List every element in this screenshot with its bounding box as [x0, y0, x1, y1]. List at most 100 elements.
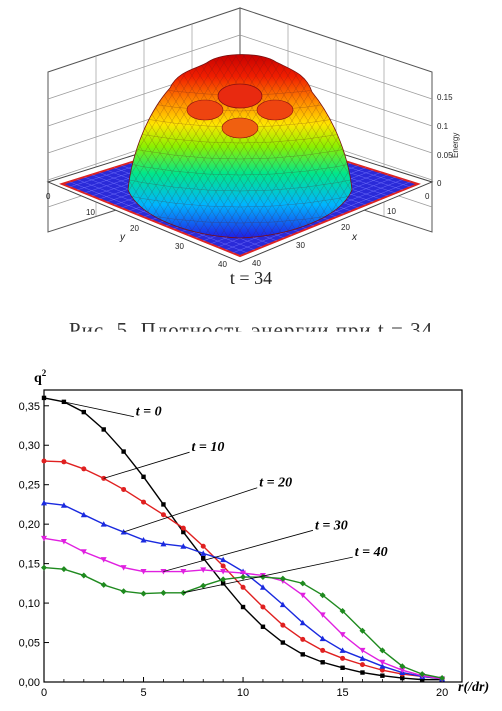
z-tick-015: 0.15	[437, 93, 453, 102]
series-point	[60, 539, 67, 545]
series-point	[141, 499, 147, 505]
series-point	[240, 574, 247, 581]
series-point	[280, 640, 286, 645]
series-point	[300, 636, 306, 642]
series-point	[340, 655, 346, 661]
series-point	[240, 570, 247, 577]
energy-surface-plot: 0 10 20 30 40 0 10 20 30 40 y x 0 0.05 0…	[0, 7, 460, 269]
mound-mesh-line	[0, 40, 12, 250]
series-point	[180, 589, 187, 596]
mound-mesh-line	[128, 54, 215, 238]
mound-lobe-right	[256, 99, 294, 121]
series-point	[200, 582, 207, 589]
x-tick-label: 0	[41, 687, 47, 699]
series-point	[220, 563, 226, 569]
series-point	[41, 564, 47, 571]
series-label: t = 20	[259, 476, 292, 491]
x-tick-40: 40	[252, 259, 261, 268]
series-point	[379, 659, 386, 666]
y-tick-label: 0,20	[19, 519, 40, 531]
series-point	[319, 635, 326, 642]
mound-mesh-line	[187, 54, 319, 238]
series-point	[181, 529, 186, 535]
mound-mesh-line	[128, 54, 213, 238]
x-tick-30: 30	[296, 241, 305, 250]
figure-caption-partial: Рис. 5. Плотность энергии при t = 34	[68, 318, 434, 342]
mound-mesh-line	[267, 54, 352, 238]
series-label: t = 10	[192, 440, 225, 455]
mound-mesh-line	[185, 54, 317, 238]
series-point	[359, 647, 366, 654]
series-point	[280, 622, 286, 628]
series-line	[43, 397, 443, 681]
mound-mesh-line	[128, 54, 207, 238]
mound-mesh-line	[209, 54, 341, 238]
series-point	[320, 647, 326, 653]
mound-mesh-line	[128, 54, 221, 238]
q2-line-chart: 0 5 10 15 20 0,00 0,05 0,10 0,15 0,20 0,25 0,30 0,35…	[19, 368, 490, 699]
series-point	[140, 536, 147, 543]
x-tick-label: 15	[336, 687, 348, 699]
mound-mesh-line	[128, 54, 189, 238]
mound-mesh-line	[0, 40, 44, 250]
mound-mesh-line	[128, 54, 237, 238]
x-tick-10: 10	[387, 207, 396, 216]
mound-mesh-line	[0, 40, 20, 250]
mound-mesh-line	[128, 54, 223, 238]
mound-mesh-line	[128, 54, 205, 238]
series-point	[439, 675, 446, 682]
mound-lobe-front	[221, 117, 259, 139]
series-point	[299, 619, 306, 626]
mound-mesh-line	[163, 54, 295, 238]
mound-mesh-line	[259, 54, 352, 238]
y-tick-label: 0,30	[19, 440, 40, 452]
series-point	[41, 535, 47, 542]
series-point	[220, 569, 227, 575]
y-tick-40: 40	[218, 260, 227, 269]
series-point	[360, 670, 365, 675]
series-point	[300, 652, 305, 657]
series-point	[339, 647, 346, 653]
series-point	[400, 675, 405, 681]
series-label-leader	[123, 487, 258, 533]
series-point	[160, 512, 166, 518]
series-point	[220, 581, 226, 586]
series-point	[100, 521, 107, 527]
chart-x-title: r(/dr)	[458, 680, 489, 695]
y-tick-label: 0,25	[19, 480, 40, 492]
x-tick-0: 0	[425, 192, 430, 201]
series-point	[359, 655, 366, 661]
series-point	[260, 604, 266, 610]
series-point	[141, 474, 146, 480]
series-point	[121, 449, 126, 454]
mound-mesh-line	[275, 54, 352, 238]
series-point	[121, 486, 127, 492]
series-point	[259, 584, 266, 590]
wall-gridline	[47, 34, 241, 100]
series-point	[60, 566, 67, 573]
series-point	[279, 575, 286, 582]
mound-mesh-line	[171, 54, 303, 238]
mound-mesh-line	[291, 54, 352, 238]
mound-mesh-line	[128, 175, 352, 192]
chart-series-group	[41, 395, 446, 682]
series-point	[200, 543, 206, 549]
y-tick-0: 0	[46, 192, 51, 201]
mound-lobe-left	[186, 99, 224, 121]
series-label: t = 40	[355, 545, 388, 560]
y-tick-label: 0,10	[19, 598, 40, 610]
mound-mesh-line	[128, 54, 181, 238]
series-point	[180, 543, 187, 549]
mound-mesh-line	[265, 54, 352, 238]
mound-mesh-line	[155, 54, 287, 238]
series-point	[220, 576, 227, 583]
x-tick-label: 20	[436, 687, 448, 699]
series-point	[101, 427, 106, 432]
series-point	[140, 569, 147, 575]
series-point	[100, 581, 107, 588]
series-label: t = 30	[315, 518, 348, 533]
mound-mesh-line	[128, 191, 352, 208]
mound-mesh-line	[179, 54, 311, 238]
series-label: t = 0	[136, 405, 162, 420]
series-point	[340, 665, 345, 670]
